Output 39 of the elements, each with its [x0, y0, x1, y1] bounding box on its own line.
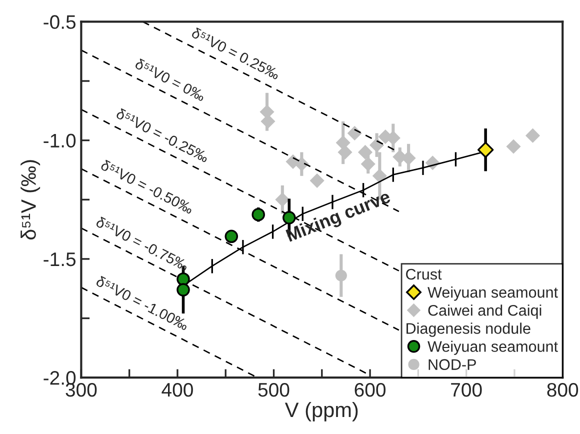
point: [525, 128, 540, 143]
point: [310, 173, 324, 188]
x-axis-title: V (ppm): [284, 402, 358, 422]
x-tick-label: 800: [547, 382, 578, 397]
x-tick-label: 600: [354, 382, 386, 397]
point: [275, 192, 290, 207]
point: [338, 144, 352, 160]
point: [294, 156, 309, 172]
point: [176, 272, 190, 286]
y-axis-title: δ⁵¹V (‰): [20, 160, 40, 240]
y-tick-label: -1.0: [44, 134, 76, 148]
annotation: Diagenesis nodule: [406, 322, 530, 337]
point: [358, 144, 373, 160]
point: [224, 230, 238, 244]
y-tick-label: -2.0: [44, 371, 76, 385]
annotation: δ⁵¹V0 = 0‰: [134, 58, 206, 102]
point: [252, 208, 265, 222]
legend-label: NOD-P: [428, 359, 476, 370]
x-tick-label: 300: [66, 382, 97, 397]
x-tick-label: 500: [258, 382, 290, 397]
point: [176, 283, 190, 296]
point: [347, 126, 362, 140]
point: [360, 156, 376, 172]
x-tick-label: 700: [451, 382, 482, 397]
annotation: Mixing curve: [285, 189, 392, 246]
y-tick-label: -0.5: [44, 15, 76, 29]
point: [477, 142, 494, 158]
point: [372, 168, 387, 184]
point: [506, 139, 521, 154]
point: [335, 270, 347, 282]
annotation: Crust: [406, 268, 442, 280]
legend-label: Weiyuan seamount: [428, 340, 558, 355]
point: [336, 135, 350, 150]
legend-label: Caiwei and Caiqi: [428, 304, 542, 319]
point: [369, 138, 384, 152]
legend-label: Weiyuan seamount: [428, 286, 558, 301]
point: [260, 114, 276, 129]
y-tick-label: -1.5: [44, 252, 76, 266]
x-tick-label: 400: [162, 382, 193, 397]
